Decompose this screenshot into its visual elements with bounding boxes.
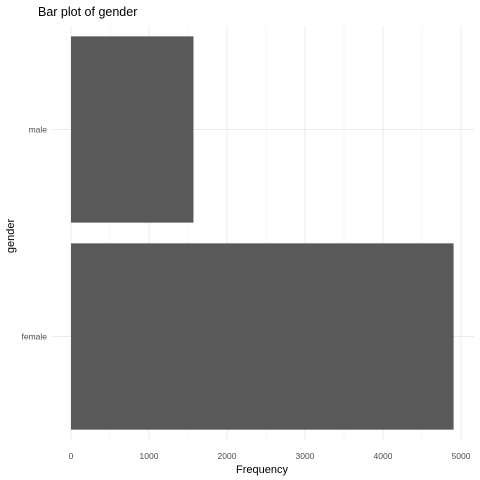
chart-title: Bar plot of gender (38, 5, 137, 19)
bars (71, 36, 454, 430)
bar-male (71, 36, 194, 223)
x-tick-label: 3000 (296, 451, 315, 461)
x-tick-label: 2000 (218, 451, 237, 461)
y-tick-label: female (21, 332, 47, 342)
tick-labels: female male 0 1000 2000 3000 4000 5000 (21, 125, 470, 462)
x-tick-label: 4000 (374, 451, 393, 461)
bar-female (71, 243, 454, 430)
y-axis-label: gender (5, 219, 17, 254)
x-axis-label: Frequency (236, 464, 288, 476)
x-tick-label: 1000 (140, 451, 159, 461)
y-tick-label: male (29, 125, 48, 135)
x-tick-label: 5000 (452, 451, 471, 461)
x-tick-label: 0 (69, 451, 74, 461)
